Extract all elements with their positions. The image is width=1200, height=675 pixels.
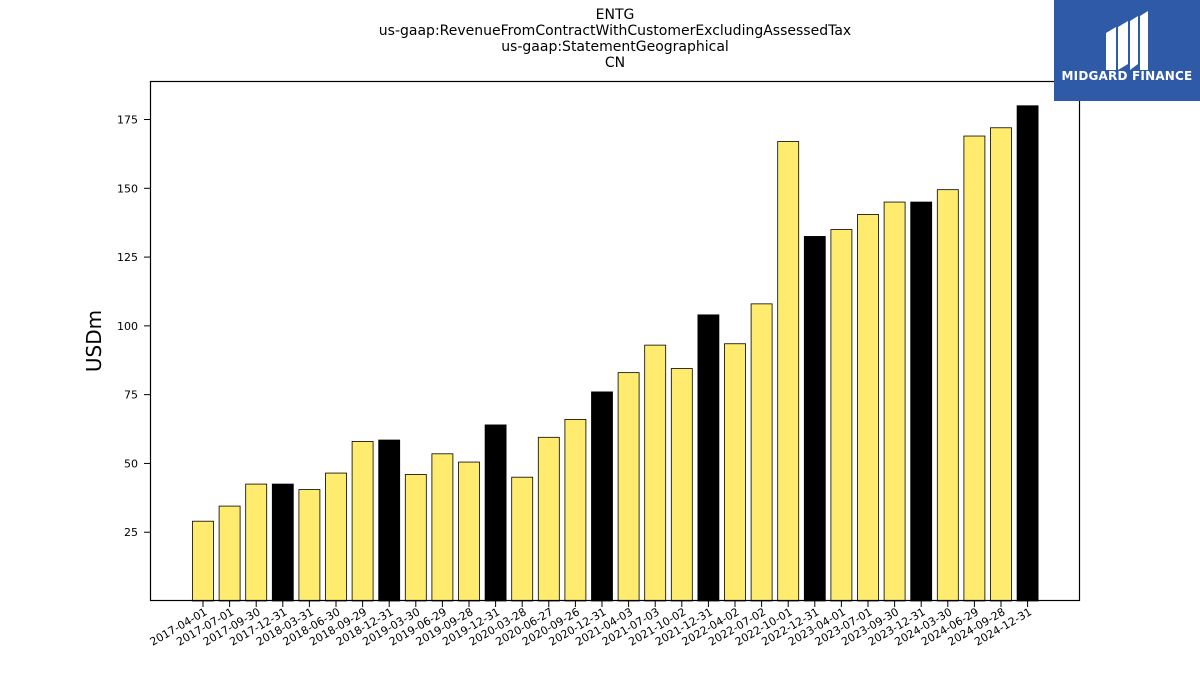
plot-frame xyxy=(149,80,1081,602)
midgard-m-logo-icon xyxy=(1106,11,1148,70)
bar-2018-12-31 xyxy=(378,439,401,602)
bar-2022-04-02 xyxy=(724,343,746,602)
title-line-ticker: ENTG xyxy=(595,7,635,23)
title-line-concept: us-gaap:RevenueFromContractWithCustomerE… xyxy=(378,23,852,39)
bar-2018-09-29 xyxy=(351,441,374,602)
bar-2019-03-30 xyxy=(404,474,427,602)
y-tick-label: 50 xyxy=(124,457,138,470)
bar-2017-12-31 xyxy=(271,483,294,602)
bar-2020-12-31 xyxy=(591,391,613,602)
y-tick-label: 125 xyxy=(117,251,138,264)
title-line-member: CN xyxy=(604,55,626,71)
y-tick-label: 150 xyxy=(117,182,138,195)
bar-2022-10-01 xyxy=(777,141,800,602)
bar-2023-12-31 xyxy=(910,201,933,602)
midgard-finance-logo: MIDGARD FINANCE xyxy=(1054,0,1200,101)
bar-2023-07-01 xyxy=(857,214,879,602)
bar-2023-04-01 xyxy=(830,229,853,602)
y-axis: 25 50 75 100 125 150 175 xyxy=(117,114,150,539)
bars-layer xyxy=(192,105,1039,602)
logo-text: MIDGARD FINANCE xyxy=(1061,69,1193,83)
bar-2022-12-31 xyxy=(803,236,826,602)
bar-2021-04-03 xyxy=(617,372,640,602)
bar-2023-09-30 xyxy=(883,201,906,602)
y-tick-label: 25 xyxy=(124,526,138,539)
bar-2021-12-31 xyxy=(697,314,720,602)
bar-2020-09-26 xyxy=(564,419,587,602)
bar-2020-06-27 xyxy=(537,436,560,602)
chart-title: ENTG us-gaap:RevenueFromContractWithCust… xyxy=(150,7,1080,71)
title-line-axis: us-gaap:StatementGeographical xyxy=(501,39,729,55)
bar-2020-03-28 xyxy=(511,476,534,602)
x-axis: 2017-04-012017-07-012017-09-302017-12-31… xyxy=(148,601,1034,649)
y-axis-label: USDm xyxy=(82,310,106,372)
y-tick-label: 75 xyxy=(124,389,138,402)
bar-2024-03-30 xyxy=(936,189,959,602)
bar-2019-09-28 xyxy=(458,461,480,602)
bar-2021-10-02 xyxy=(670,368,693,602)
bar-2024-06-29 xyxy=(963,135,986,602)
bar-2018-06-30 xyxy=(325,472,347,602)
y-tick-label: 100 xyxy=(117,320,138,333)
bar-2024-12-31 xyxy=(1016,105,1039,602)
bar-2021-07-03 xyxy=(644,344,667,602)
bar-2019-12-31 xyxy=(484,424,507,602)
bar-2017-04-01 xyxy=(192,520,214,602)
bar-2017-07-01 xyxy=(218,505,241,602)
bar-2017-09-30 xyxy=(245,483,268,602)
bar-2024-09-28 xyxy=(990,127,1012,602)
bar-2022-07-02 xyxy=(750,303,773,602)
bar-2018-03-31 xyxy=(298,489,321,602)
bar-2019-06-29 xyxy=(431,453,454,602)
y-tick-label: 175 xyxy=(117,114,138,127)
